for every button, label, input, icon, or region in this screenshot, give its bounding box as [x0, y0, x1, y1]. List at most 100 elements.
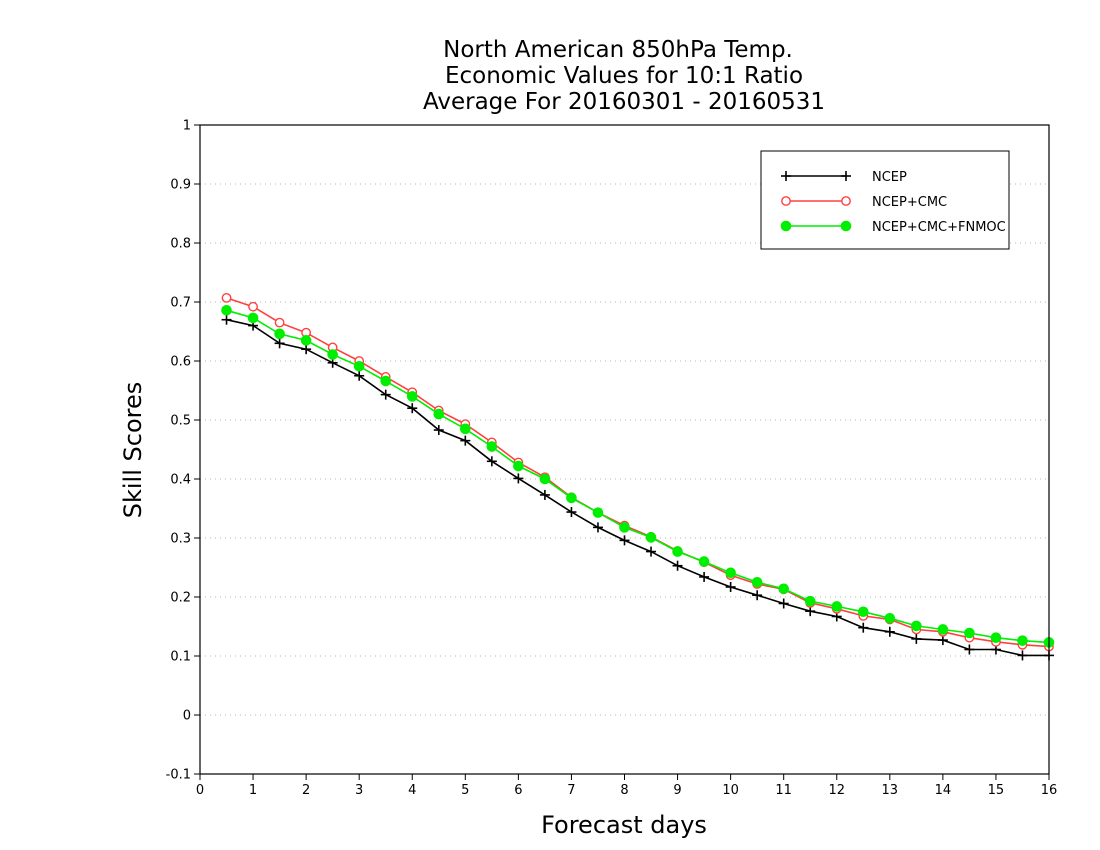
- data-point: [778, 598, 789, 609]
- x-axis-label: Forecast days: [541, 811, 707, 839]
- data-point: [857, 606, 869, 618]
- y-tick-label: 0.3: [170, 532, 191, 547]
- y-tick-label: -0.1: [166, 768, 191, 783]
- y-tick-label: 0.6: [170, 355, 191, 370]
- legend: NCEP NCEP+CMC NCEP+CMC+FNMOC: [760, 150, 1010, 250]
- data-point: [698, 556, 710, 567]
- chart-title-line-3: Average For 20160301 - 20160531: [423, 89, 825, 115]
- data-point: [831, 601, 843, 612]
- data-point: [911, 633, 922, 644]
- legend-label: NCEP+CMC+FNMOC: [872, 220, 1006, 235]
- data-point: [406, 391, 418, 402]
- y-tick-label: 0.5: [170, 414, 191, 429]
- legend-box: [760, 150, 1010, 250]
- data-point: [353, 361, 365, 372]
- data-point: [460, 435, 471, 446]
- x-tick-label: 0: [196, 783, 204, 798]
- x-axis-ticks: 0 1 2 3 4 5 6 7 8 9 10 11 12 13 14 15 16: [196, 774, 1057, 798]
- data-point: [592, 507, 604, 518]
- data-point: [460, 423, 471, 435]
- y-tick-label: 0: [183, 709, 191, 724]
- data-point: [248, 301, 258, 312]
- legend-marker: [781, 196, 791, 206]
- y-axis-label: Skill Scores: [119, 382, 147, 519]
- x-tick-label: 7: [567, 783, 575, 798]
- data-point: [513, 460, 524, 472]
- x-tick-label: 13: [882, 783, 899, 798]
- data-point: [301, 344, 312, 355]
- data-point: [221, 314, 232, 325]
- data-point: [274, 317, 285, 328]
- data-point: [804, 595, 816, 607]
- data-point: [858, 622, 869, 633]
- data-point: [646, 546, 657, 557]
- legend-item: NCEP+CMC+FNMOC: [780, 220, 1006, 235]
- data-point: [407, 403, 418, 414]
- y-tick-label: 0.1: [170, 650, 191, 665]
- data-point: [725, 581, 736, 592]
- data-point: [327, 349, 338, 360]
- data-point: [433, 425, 444, 436]
- x-tick-label: 6: [514, 783, 522, 798]
- y-axis-ticks: -0.1 0 0.1 0.2 0.3 0.4 0.5 0.6 0.7 0.8 0.9 1: [166, 119, 200, 783]
- data-point: [672, 560, 683, 571]
- data-point: [884, 626, 895, 637]
- data-point: [274, 328, 285, 340]
- x-tick-label: 5: [461, 783, 469, 798]
- data-point: [566, 492, 577, 504]
- data-point: [539, 489, 550, 500]
- y-tick-label: 0.7: [170, 296, 191, 311]
- legend-item: NCEP: [781, 170, 907, 185]
- x-tick-label: 12: [828, 783, 845, 798]
- legend-marker: [780, 220, 792, 232]
- data-point: [433, 408, 445, 420]
- data-point: [380, 375, 392, 387]
- legend-marker: [841, 171, 851, 181]
- series-group: [221, 292, 1055, 661]
- data-point: [221, 304, 232, 316]
- x-tick-label: 10: [722, 783, 739, 798]
- data-point: [486, 441, 498, 452]
- data-point: [513, 473, 524, 484]
- x-tick-label: 14: [935, 783, 952, 798]
- data-point: [990, 632, 1002, 644]
- data-point: [539, 473, 551, 485]
- chart-title-line-2: Economic Values for 10:1 Ratio: [445, 63, 803, 89]
- x-tick-label: 15: [988, 783, 1005, 798]
- legend-marker: [781, 171, 791, 181]
- data-point: [354, 370, 365, 381]
- data-point: [619, 522, 630, 533]
- data-point: [911, 620, 922, 632]
- data-point: [592, 522, 603, 533]
- legend-item: NCEP+CMC: [781, 195, 947, 210]
- x-tick-label: 8: [620, 783, 628, 798]
- x-tick-label: 11: [775, 783, 792, 798]
- legend-label: NCEP+CMC: [872, 195, 947, 210]
- data-point: [752, 590, 763, 601]
- data-point: [884, 612, 896, 624]
- legend-marker: [840, 220, 852, 232]
- legend-label: NCEP: [872, 170, 907, 185]
- x-tick-label: 16: [1041, 783, 1058, 798]
- data-point: [937, 624, 949, 635]
- x-tick-label: 1: [249, 783, 257, 798]
- data-point: [645, 532, 657, 543]
- data-point: [1017, 650, 1028, 661]
- y-tick-label: 0.4: [170, 473, 191, 488]
- legend-marker: [841, 196, 851, 206]
- data-point: [937, 635, 948, 646]
- data-point: [751, 576, 763, 588]
- data-point: [1017, 635, 1028, 646]
- legend-items: NCEP NCEP+CMC NCEP+CMC+FNMOC: [780, 170, 1006, 235]
- data-point: [725, 567, 736, 579]
- series-0: [221, 314, 1054, 661]
- data-point: [300, 335, 312, 346]
- chart-title-line-1: North American 850hPa Temp.: [443, 37, 793, 63]
- x-tick-label: 4: [408, 783, 416, 798]
- data-point: [964, 627, 975, 639]
- x-tick-label: 3: [355, 783, 363, 798]
- data-point: [380, 389, 391, 400]
- x-tick-label: 2: [302, 783, 310, 798]
